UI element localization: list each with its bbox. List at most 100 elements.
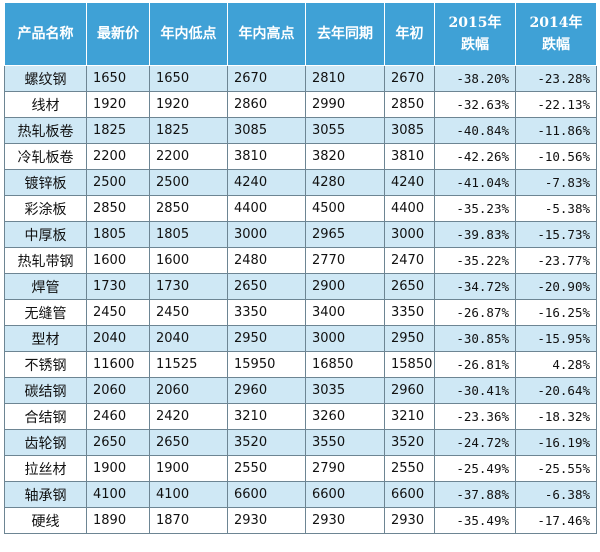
table-row: 不锈钢 11600 11525 15950 16850 15850 -26.81% 4.28% [4,351,597,378]
cell-year-high: 2550 [227,455,306,482]
cell-year-low: 1600 [149,247,228,274]
cell-year-high: 2650 [227,273,306,300]
cell-last-year-same-period: 4280 [305,169,385,196]
cell-year-high: 4400 [227,195,306,222]
cell-last-year-same-period: 2990 [305,91,385,118]
cell-year-low: 1920 [149,91,228,118]
cell-year-low: 1730 [149,273,228,300]
cell-year-high: 3810 [227,143,306,170]
cell-decline-2014: -23.77% [515,247,597,274]
cell-decline-2014: -6.38% [515,481,597,508]
cell-year-high: 2670 [227,65,306,92]
cell-last-year-same-period: 6600 [305,481,385,508]
cell-decline-2015: -30.85% [434,325,516,352]
cell-decline-2014: -11.86% [515,117,597,144]
table-row: 拉丝材 1900 1900 2550 2790 2550 -25.49% -25.55% [4,455,597,482]
cell-year-start: 2950 [384,325,435,352]
cell-year-start: 6600 [384,481,435,508]
cell-product-name: 碳结钢 [4,377,87,404]
steel-price-table: 产品名称 最新价 年内低点 年内高点 去年同期 年初 2015年 跌幅 2014年… [4,2,597,534]
cell-decline-2014: -18.32% [515,403,597,430]
cell-year-low: 2500 [149,169,228,196]
cell-year-high: 15950 [227,351,306,378]
cell-year-high: 3520 [227,429,306,456]
cell-year-low: 1805 [149,221,228,248]
cell-decline-2014: -16.19% [515,429,597,456]
cell-year-low: 1825 [149,117,228,144]
cell-year-high: 4240 [227,169,306,196]
cell-decline-2015: -37.88% [434,481,516,508]
cell-latest-price: 2460 [86,403,150,430]
cell-decline-2015: -38.20% [434,65,516,92]
cell-decline-2015: -26.87% [434,299,516,326]
cell-latest-price: 1920 [86,91,150,118]
cell-decline-2014: -5.38% [515,195,597,222]
cell-latest-price: 2060 [86,377,150,404]
cell-product-name: 型材 [4,325,87,352]
cell-last-year-same-period: 4500 [305,195,385,222]
table-header-row: 产品名称 最新价 年内低点 年内高点 去年同期 年初 2015年 跌幅 2014年… [4,2,597,66]
cell-product-name: 镀锌板 [4,169,87,196]
cell-last-year-same-period: 3550 [305,429,385,456]
cell-product-name: 无缝管 [4,299,87,326]
table-row: 合结钢 2460 2420 3210 3260 3210 -23.36% -18.32% [4,403,597,430]
cell-decline-2014: -15.73% [515,221,597,248]
cell-year-start: 2650 [384,273,435,300]
cell-decline-2015: -24.72% [434,429,516,456]
cell-last-year-same-period: 2770 [305,247,385,274]
cell-last-year-same-period: 2900 [305,273,385,300]
cell-year-low: 2450 [149,299,228,326]
table-row: 无缝管 2450 2450 3350 3400 3350 -26.87% -16.25% [4,299,597,326]
cell-year-start: 3085 [384,117,435,144]
cell-decline-2014: -17.46% [515,507,597,534]
table-row: 热轧板卷 1825 1825 3085 3055 3085 -40.84% -11.86% [4,117,597,144]
cell-product-name: 轴承钢 [4,481,87,508]
cell-last-year-same-period: 3400 [305,299,385,326]
cell-year-low: 1900 [149,455,228,482]
cell-year-start: 2470 [384,247,435,274]
cell-year-high: 6600 [227,481,306,508]
cell-product-name: 彩涂板 [4,195,87,222]
cell-decline-2014: -10.56% [515,143,597,170]
cell-last-year-same-period: 3000 [305,325,385,352]
cell-year-start: 3210 [384,403,435,430]
header-latest-price: 最新价 [86,2,150,66]
cell-year-high: 2950 [227,325,306,352]
cell-product-name: 热轧带钢 [4,247,87,274]
cell-product-name: 热轧板卷 [4,117,87,144]
table-row: 碳结钢 2060 2060 2960 3035 2960 -30.41% -20.64% [4,377,597,404]
cell-product-name: 冷轧板卷 [4,143,87,170]
cell-last-year-same-period: 2810 [305,65,385,92]
table-row: 彩涂板 2850 2850 4400 4500 4400 -35.23% -5.38% [4,195,597,222]
cell-year-start: 2550 [384,455,435,482]
cell-year-high: 3000 [227,221,306,248]
cell-product-name: 中厚板 [4,221,87,248]
cell-product-name: 螺纹钢 [4,65,87,92]
table-row: 中厚板 1805 1805 3000 2965 3000 -39.83% -15.73% [4,221,597,248]
cell-year-high: 3085 [227,117,306,144]
cell-decline-2014: -20.64% [515,377,597,404]
cell-latest-price: 2650 [86,429,150,456]
table-row: 线材 1920 1920 2860 2990 2850 -32.63% -22.13% [4,91,597,118]
cell-decline-2015: -25.49% [434,455,516,482]
cell-decline-2014: -7.83% [515,169,597,196]
cell-year-start: 3350 [384,299,435,326]
cell-decline-2015: -34.72% [434,273,516,300]
cell-latest-price: 4100 [86,481,150,508]
cell-decline-2015: -30.41% [434,377,516,404]
cell-year-high: 3210 [227,403,306,430]
cell-decline-2015: -32.63% [434,91,516,118]
cell-year-low: 2650 [149,429,228,456]
header-product-name: 产品名称 [4,2,87,66]
cell-decline-2014: -22.13% [515,91,597,118]
cell-latest-price: 1890 [86,507,150,534]
cell-year-start: 2930 [384,507,435,534]
cell-year-low: 2200 [149,143,228,170]
cell-year-low: 11525 [149,351,228,378]
cell-last-year-same-period: 2790 [305,455,385,482]
table-row: 冷轧板卷 2200 2200 3810 3820 3810 -42.26% -10.56% [4,143,597,170]
cell-decline-2014: -20.90% [515,273,597,300]
cell-year-high: 2860 [227,91,306,118]
cell-latest-price: 1650 [86,65,150,92]
cell-decline-2015: -40.84% [434,117,516,144]
